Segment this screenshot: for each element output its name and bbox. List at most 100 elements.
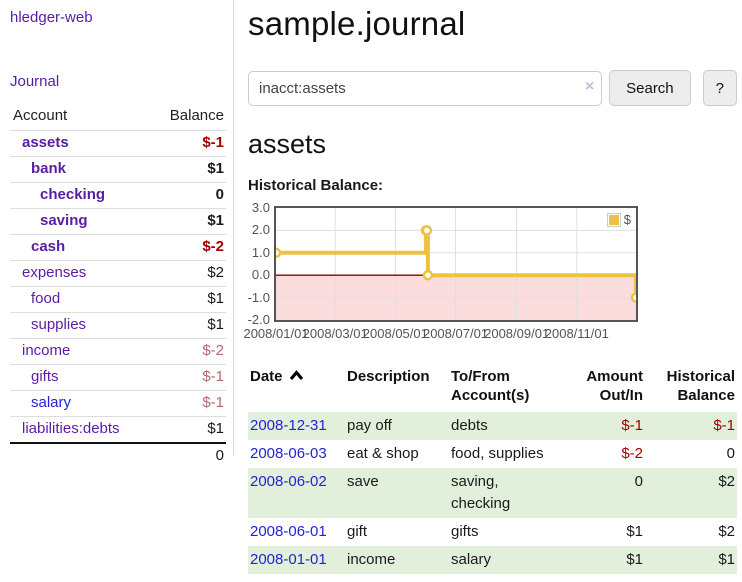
y-axis-tick-label: 1.0	[251, 244, 270, 260]
legend-label: $	[623, 212, 631, 227]
transaction-accounts: gifts	[451, 523, 479, 540]
sidebar-account-link-food[interactable]: food	[31, 290, 61, 307]
x-axis-tick-label: 2008/11/01	[544, 326, 609, 341]
sidebar-account-link-supplies[interactable]: supplies	[31, 316, 87, 333]
transaction-accounts: food, supplies	[451, 445, 544, 462]
accounts-table: Account Balance assets $-1 bank $1 checking 0…	[10, 105, 226, 469]
register-header-description: Description	[347, 368, 430, 385]
search-input[interactable]	[248, 70, 603, 106]
transaction-balance: $-1	[713, 417, 735, 434]
register-row: 2008-06-03 eat & shop food, supplies $-2 0	[248, 440, 737, 468]
account-balance: $1	[207, 212, 224, 229]
account-balance: $-1	[202, 394, 224, 411]
sidebar-account-link-assets[interactable]: assets	[22, 134, 69, 151]
account-balance: 0	[215, 186, 224, 203]
register-tbody: 2008-12-31 pay off debts $-1 $-1 2008-06-03 ea…	[248, 412, 737, 574]
transaction-description: income	[347, 551, 396, 568]
register-header-balance: Historical Balance	[666, 368, 735, 404]
transaction-amount: $-1	[621, 417, 643, 434]
help-button[interactable]: ?	[702, 70, 737, 106]
register-header-amount: Amount Out/In	[586, 368, 643, 404]
account-balance: $-1	[202, 134, 224, 151]
sidebar-account-link-salary[interactable]: salary	[31, 394, 72, 411]
sidebar-account-link-bank[interactable]: bank	[31, 160, 67, 177]
transaction-description: gift	[347, 523, 368, 540]
account-row: assets $-1	[10, 131, 226, 157]
y-axis-tick-label: 3.0	[251, 200, 270, 215]
transaction-description: eat & shop	[347, 445, 419, 462]
account-balance: $-1	[202, 368, 224, 385]
chart-canvas	[276, 208, 636, 320]
account-balance: $2	[207, 264, 224, 281]
account-heading: assets	[248, 129, 327, 159]
app-title-link[interactable]: hledger-web	[10, 9, 93, 26]
sidebar-account-link-liabilities-debts[interactable]: liabilities:debts	[22, 420, 120, 437]
account-balance: $1	[207, 160, 224, 177]
register-table: Date Description To/From Account(s) Amou…	[248, 365, 737, 574]
transaction-amount: $1	[626, 551, 643, 568]
transaction-date-link[interactable]: 2008-12-31	[250, 417, 327, 434]
accounts-tbody: assets $-1 bank $1 checking 0 saving $1 cash $-2 e…	[10, 131, 226, 443]
account-row: gifts $-1	[10, 365, 226, 391]
account-row: supplies $1	[10, 313, 226, 339]
legend-swatch-icon	[606, 212, 621, 227]
x-axis-tick-label: 2008/07/01	[422, 326, 489, 341]
search-button[interactable]: Search	[609, 70, 691, 106]
register-row: 2008-06-01 gift gifts $1 $2	[248, 518, 737, 546]
chart-plot-area: $	[274, 206, 638, 322]
transaction-date-link[interactable]: 2008-06-03	[250, 445, 327, 462]
x-axis-tick-label: 2008/01/01	[243, 326, 309, 341]
account-balance: $-2	[202, 238, 224, 255]
accounts-total-value: 0	[215, 447, 224, 464]
transaction-balance: $1	[718, 551, 735, 568]
register-header-accounts: To/From Account(s)	[451, 368, 530, 404]
account-balance: $1	[207, 290, 224, 307]
sidebar-divider	[233, 0, 234, 456]
main-content: sample.journal × Search ? assets Histori…	[243, 0, 737, 574]
x-axis-tick-label: 2008/09/01	[484, 326, 550, 341]
sidebar-account-link-saving[interactable]: saving	[40, 212, 88, 229]
account-row: bank $1	[10, 157, 226, 183]
transaction-date-link[interactable]: 2008-01-01	[250, 551, 327, 568]
sidebar-account-link-expenses[interactable]: expenses	[22, 264, 87, 281]
account-row: income $-2	[10, 339, 226, 365]
sort-asc-icon	[289, 370, 303, 381]
register-header-date[interactable]: Date	[248, 365, 345, 412]
chart-title: Historical Balance:	[248, 177, 384, 194]
account-row: saving $1	[10, 209, 226, 235]
sidebar-account-link-cash[interactable]: cash	[31, 238, 66, 255]
account-row: food $1	[10, 287, 226, 313]
sidebar-account-link-income[interactable]: income	[22, 342, 71, 359]
accounts-header-balance: Balance	[169, 107, 224, 124]
accounts-total-row: 0	[10, 443, 226, 469]
transaction-description: pay off	[347, 417, 392, 434]
y-axis-tick-label: -1.0	[247, 289, 270, 305]
date-sort-link[interactable]: Date	[250, 368, 304, 385]
balance-chart: $ 3.0 2.0 1.0 0.0 -1.0 -2.0 2008/01/01 2008/03/…	[243, 200, 737, 348]
register-header-row: Date Description To/From Account(s) Amou…	[248, 365, 737, 412]
register-row: 2008-12-31 pay off debts $-1 $-1	[248, 412, 737, 440]
account-row: cash $-2	[10, 235, 226, 261]
transaction-accounts: debts	[451, 417, 488, 434]
sidebar-account-link-checking[interactable]: checking	[40, 186, 106, 203]
sidebar-item-journal[interactable]: Journal	[10, 73, 60, 90]
clear-search-icon[interactable]: ×	[585, 78, 595, 95]
y-axis-tick-label: 0.0	[251, 267, 270, 283]
search-form: × Search ?	[248, 70, 737, 106]
transaction-accounts: salary	[451, 551, 492, 568]
transaction-amount: $-2	[621, 445, 643, 462]
account-balance: $-2	[202, 342, 224, 359]
y-axis-tick-label: 2.0	[251, 222, 270, 238]
account-row: liabilities:debts $1	[10, 417, 226, 443]
x-axis-tick-label: 2008/05/01	[362, 326, 428, 341]
sidebar-account-link-gifts[interactable]: gifts	[31, 368, 59, 385]
transaction-date-link[interactable]: 2008-06-02	[250, 473, 327, 490]
transaction-balance: $2	[718, 523, 735, 540]
transaction-accounts: saving, checking	[451, 473, 511, 512]
transaction-description: save	[347, 473, 379, 490]
sidebar: hledger-web Journal Account Balance asse…	[10, 0, 226, 469]
account-row: checking 0	[10, 183, 226, 209]
transaction-amount: $1	[626, 523, 643, 540]
transaction-date-link[interactable]: 2008-06-01	[250, 523, 327, 540]
register-row: 2008-06-02 save saving, checking 0 $2	[248, 468, 737, 518]
